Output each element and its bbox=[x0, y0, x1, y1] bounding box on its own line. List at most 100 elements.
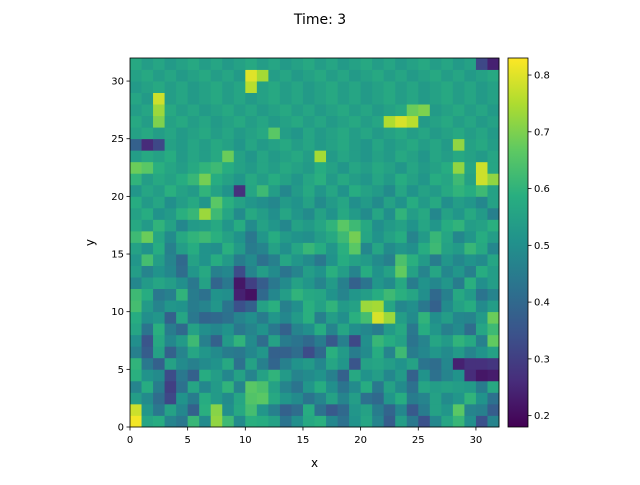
heatmap-cell bbox=[441, 150, 454, 163]
heatmap-cell bbox=[302, 184, 315, 197]
heatmap-cell bbox=[372, 254, 385, 266]
heatmap-cell bbox=[360, 230, 373, 243]
heatmap-cell bbox=[291, 81, 304, 93]
heatmap-cell bbox=[418, 323, 431, 336]
heatmap-cell bbox=[349, 58, 362, 70]
heatmap-cell bbox=[452, 277, 465, 290]
heatmap-cell bbox=[176, 265, 189, 278]
heatmap-cell bbox=[256, 196, 269, 209]
heatmap-cell bbox=[383, 115, 396, 128]
heatmap-cell bbox=[233, 300, 246, 313]
heatmap-cell bbox=[245, 254, 258, 266]
heatmap-cell bbox=[210, 104, 223, 117]
heatmap-cell bbox=[372, 323, 385, 336]
heatmap-cell bbox=[210, 265, 223, 278]
heatmap-cell bbox=[141, 115, 154, 128]
heatmap-cell bbox=[487, 104, 500, 117]
heatmap-cell bbox=[130, 346, 142, 359]
heatmap-cell bbox=[349, 184, 362, 197]
heatmap-cell bbox=[153, 265, 165, 278]
heatmap-cell bbox=[268, 357, 281, 370]
heatmap-cell bbox=[441, 58, 454, 70]
heatmap-cell bbox=[383, 369, 396, 382]
heatmap-cell bbox=[291, 265, 304, 278]
heatmap-cell bbox=[406, 415, 419, 428]
heatmap-cell bbox=[153, 254, 165, 266]
heatmap-cell bbox=[314, 357, 327, 370]
heatmap-cell bbox=[222, 173, 235, 186]
heatmap-cell bbox=[256, 346, 269, 359]
heatmap-cell bbox=[349, 254, 362, 266]
heatmap-cell bbox=[302, 150, 315, 163]
heatmap-cell bbox=[222, 392, 235, 405]
heatmap-cell bbox=[233, 242, 246, 255]
heatmap-cell bbox=[153, 173, 165, 186]
heatmap-cell bbox=[441, 415, 454, 428]
heatmap-cell bbox=[256, 300, 269, 313]
heatmap-cell bbox=[302, 173, 315, 186]
heatmap-cell bbox=[268, 173, 281, 186]
heatmap-cell bbox=[187, 346, 200, 359]
colorbar-tick-label: 0.8 bbox=[534, 71, 550, 82]
heatmap-cell bbox=[487, 369, 500, 382]
heatmap-cell bbox=[464, 334, 477, 347]
heatmap-cell bbox=[349, 277, 362, 290]
heatmap-cell bbox=[429, 115, 442, 128]
heatmap-cell bbox=[395, 265, 408, 278]
heatmap-cell bbox=[314, 219, 327, 232]
heatmap-cell bbox=[395, 357, 408, 370]
heatmap-cell bbox=[233, 219, 246, 232]
heatmap-cell bbox=[418, 138, 431, 151]
heatmap-cell bbox=[291, 323, 304, 336]
heatmap-cell bbox=[487, 288, 500, 301]
heatmap-cell bbox=[349, 69, 362, 82]
heatmap-cell bbox=[360, 69, 373, 82]
heatmap-cell bbox=[314, 311, 327, 324]
heatmap-cell bbox=[475, 138, 488, 151]
heatmap-cell bbox=[475, 242, 488, 255]
heatmap-cell bbox=[153, 161, 165, 174]
heatmap-cell bbox=[395, 323, 408, 336]
plot-frame bbox=[129, 57, 500, 428]
heatmap-cell bbox=[256, 254, 269, 266]
heatmap-cell bbox=[418, 242, 431, 255]
heatmap-cell bbox=[337, 254, 350, 266]
heatmap-cell bbox=[372, 184, 385, 197]
heatmap-cell bbox=[130, 219, 142, 232]
heatmap-cell bbox=[187, 357, 200, 370]
heatmap-cell bbox=[360, 184, 373, 197]
heatmap-cell bbox=[130, 104, 142, 117]
heatmap-cell bbox=[452, 369, 465, 382]
heatmap-cell bbox=[464, 58, 477, 70]
heatmap-cell bbox=[187, 58, 200, 70]
heatmap-cell bbox=[222, 346, 235, 359]
heatmap-cell bbox=[337, 92, 350, 105]
heatmap-cell bbox=[441, 230, 454, 243]
heatmap-cell bbox=[475, 334, 488, 347]
heatmap-cell bbox=[268, 92, 281, 105]
heatmap-cell bbox=[441, 311, 454, 324]
heatmap-cell bbox=[245, 323, 258, 336]
heatmap-cell bbox=[406, 184, 419, 197]
heatmap-cell bbox=[429, 230, 442, 243]
heatmap-cell bbox=[337, 380, 350, 393]
heatmap-cell bbox=[233, 161, 246, 174]
heatmap-cell bbox=[360, 81, 373, 93]
heatmap-cell bbox=[349, 104, 362, 117]
heatmap-cell bbox=[464, 161, 477, 174]
heatmap-cell bbox=[418, 346, 431, 359]
heatmap-cell bbox=[176, 357, 189, 370]
heatmap-cell bbox=[349, 334, 362, 347]
heatmap-cell bbox=[199, 161, 212, 174]
heatmap-cell bbox=[337, 415, 350, 428]
heatmap-cell bbox=[475, 127, 488, 140]
heatmap-cell bbox=[360, 242, 373, 255]
heatmap-cell bbox=[245, 392, 258, 405]
heatmap-cell bbox=[337, 161, 350, 174]
heatmap-cell bbox=[395, 254, 408, 266]
heatmap-cell bbox=[372, 300, 385, 313]
heatmap-cell bbox=[302, 346, 315, 359]
heatmap-cell bbox=[337, 277, 350, 290]
heatmap-cell bbox=[245, 403, 258, 416]
heatmap-cell bbox=[441, 196, 454, 209]
